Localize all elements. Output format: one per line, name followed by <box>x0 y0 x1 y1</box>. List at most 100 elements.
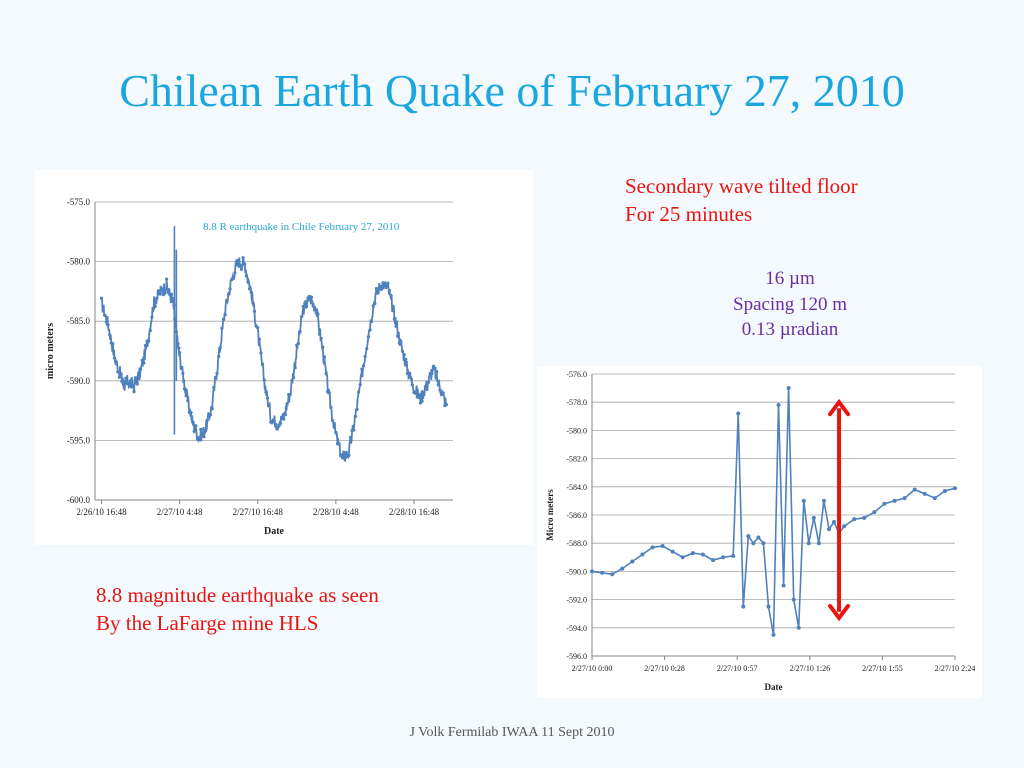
chart-panel-left: -575.0 -580.0 -585.0 -590.0 -595.0 -600.0 2/26… <box>35 170 533 545</box>
x-tick-label: 2/27/10 1:55 <box>862 664 903 673</box>
data-point <box>327 390 331 395</box>
data-point <box>213 375 218 380</box>
data-point <box>163 291 167 295</box>
data-point <box>329 405 333 410</box>
data-point <box>821 498 826 503</box>
y-tick-label: -590.0 <box>67 376 91 386</box>
x-tick-label: 2/27/10 4:48 <box>157 507 203 517</box>
data-point <box>103 313 107 317</box>
data-point <box>184 394 188 398</box>
data-point <box>251 301 255 305</box>
data-point <box>373 301 377 306</box>
data-point <box>441 391 445 395</box>
data-point <box>278 421 283 425</box>
data-point <box>296 341 301 346</box>
data-point <box>433 366 437 370</box>
tilt-angle: 0.13 µradian <box>741 319 839 341</box>
data-point <box>932 496 937 501</box>
data-point <box>217 354 221 359</box>
tilt-arrow-head-top <box>828 398 851 417</box>
y-tick-label: -590.0 <box>566 567 587 576</box>
series-line <box>591 388 956 636</box>
data-point <box>199 427 203 431</box>
data-point <box>862 515 867 520</box>
y-tick-label: -586.0 <box>566 511 587 520</box>
data-point <box>303 301 307 305</box>
data-point <box>422 391 426 395</box>
y-tick-label: -584.0 <box>566 483 587 492</box>
caption-line-2: By the LaFarge mine HLS <box>96 610 319 635</box>
tilt-amplitude: 16 µm <box>765 268 815 289</box>
data-point <box>660 544 665 549</box>
y-axis-label: micro meters <box>45 323 56 379</box>
data-point <box>155 296 159 300</box>
data-point <box>189 410 193 415</box>
data-point <box>435 369 439 374</box>
data-point <box>746 534 751 539</box>
chart-left: -575.0 -580.0 -585.0 -590.0 -595.0 -600.0 2/26… <box>45 197 453 537</box>
x-tick-label: 2/27/10 0:28 <box>644 664 685 673</box>
data-point <box>736 411 741 416</box>
data-point <box>267 403 271 408</box>
slide-title: Chilean Earth Quake of February 27, 2010 <box>119 65 905 116</box>
y-tick-label: -596.0 <box>566 652 587 661</box>
data-point <box>892 498 897 503</box>
data-point <box>290 378 294 383</box>
y-tick-label: -576.0 <box>566 370 587 379</box>
data-point <box>357 390 361 394</box>
data-point <box>111 342 115 346</box>
data-point <box>334 430 338 434</box>
y-tick-label: -585.0 <box>67 316 91 326</box>
data-point <box>140 358 144 363</box>
data-point <box>285 402 289 406</box>
data-point <box>165 277 169 281</box>
data-point <box>363 354 367 359</box>
data-point <box>319 336 323 340</box>
data-point <box>262 378 266 382</box>
data-point <box>444 403 449 407</box>
data-point <box>134 376 138 380</box>
data-point <box>241 256 245 260</box>
data-point <box>337 442 341 446</box>
x-tick-label: 2/27/10 0:57 <box>717 664 758 673</box>
y-tick-label: -600.0 <box>67 495 91 505</box>
data-point <box>806 541 811 546</box>
data-point <box>425 387 429 391</box>
data-point <box>366 335 370 339</box>
data-point <box>811 515 816 520</box>
data-point <box>226 292 231 296</box>
data-point <box>942 489 947 494</box>
data-point <box>394 324 398 328</box>
data-point <box>293 366 297 370</box>
data-point <box>182 387 187 391</box>
data-point <box>396 334 400 338</box>
data-point <box>200 432 204 437</box>
data-point <box>119 372 123 376</box>
data-point <box>169 292 174 296</box>
data-point <box>413 391 418 395</box>
y-tick-label: -580.0 <box>566 426 587 435</box>
data-point <box>288 392 292 397</box>
data-point <box>912 487 917 492</box>
data-point <box>721 555 726 560</box>
data-point <box>150 315 154 319</box>
x-tick-label: 2/26/10 16:48 <box>76 507 127 517</box>
data-point <box>221 317 226 321</box>
data-point <box>690 551 695 556</box>
data-point <box>158 292 162 296</box>
data-point <box>99 296 104 300</box>
data-point <box>751 541 756 546</box>
data-point <box>438 388 442 392</box>
data-point <box>731 553 736 558</box>
data-point <box>114 362 118 366</box>
y-tick-label: -575.0 <box>67 197 91 207</box>
data-point <box>230 278 234 282</box>
data-point <box>348 435 353 440</box>
data-point <box>191 420 195 424</box>
data-point <box>400 349 405 353</box>
data-point <box>324 371 328 376</box>
data-point <box>322 355 327 359</box>
data-point <box>386 281 390 285</box>
data-point <box>376 287 380 291</box>
data-point <box>135 382 139 386</box>
